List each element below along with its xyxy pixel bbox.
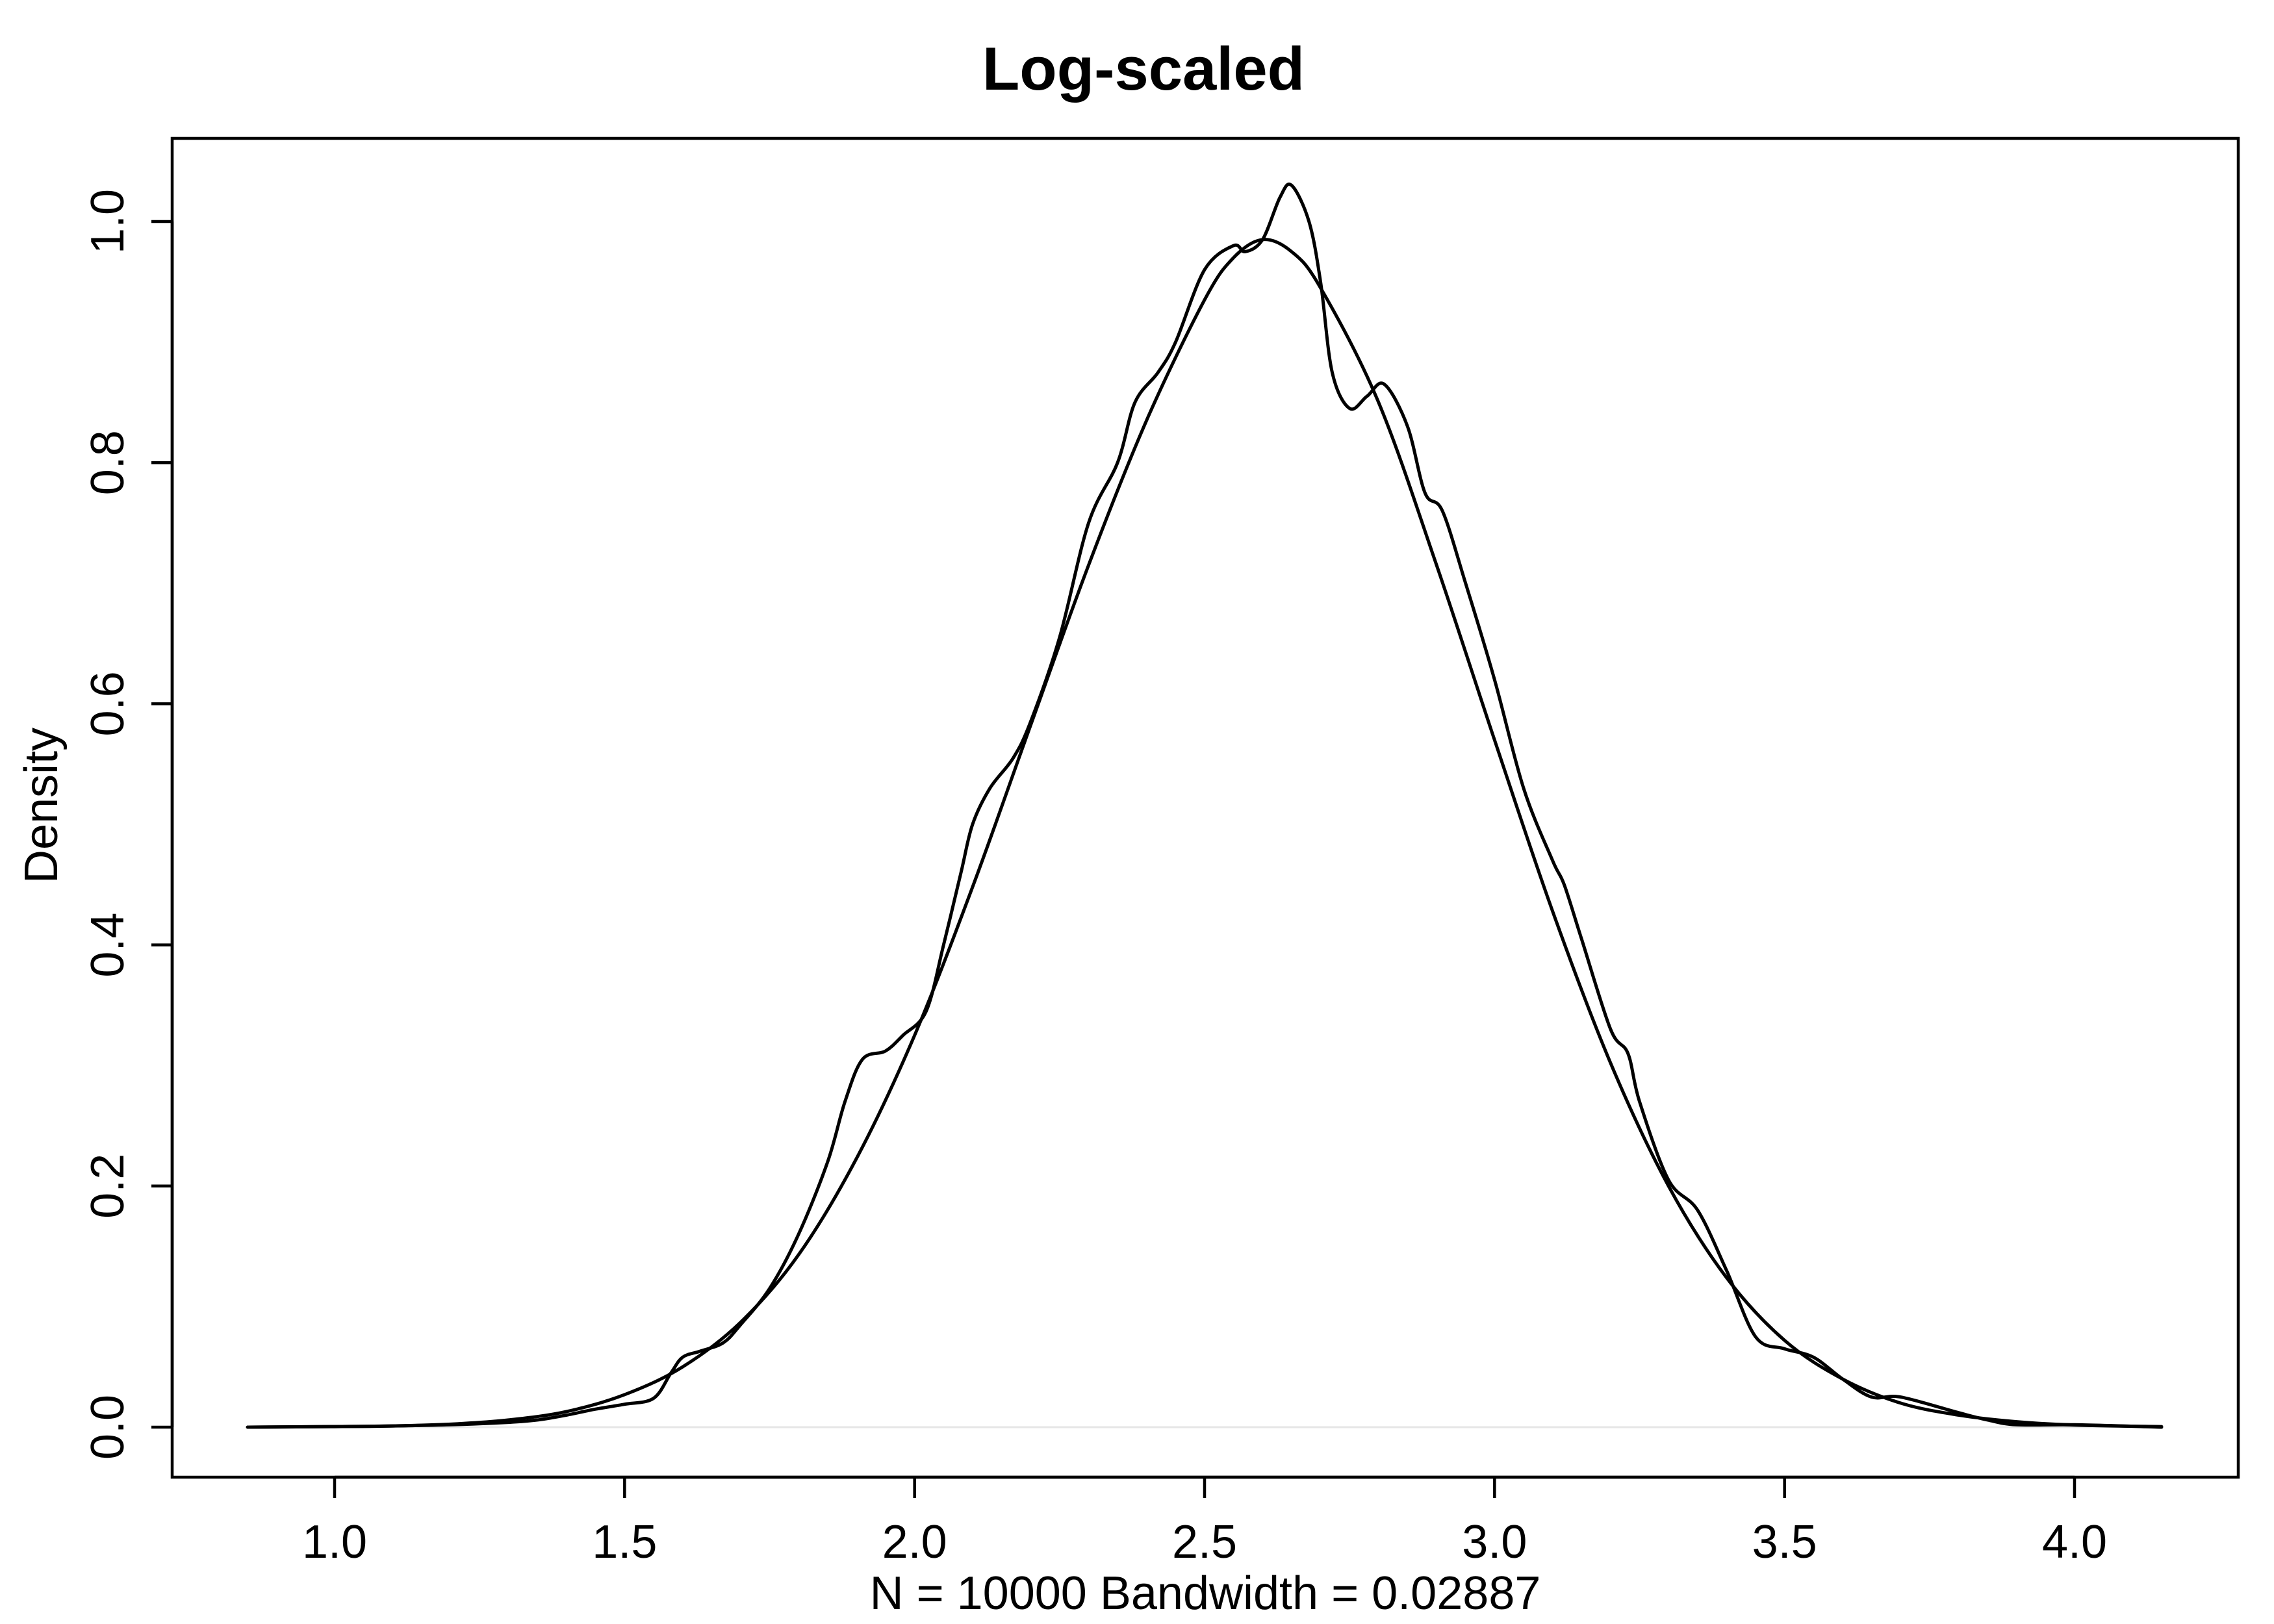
y-tick-label: 0.6 [82,671,134,736]
x-tick-label: 1.5 [592,1516,657,1568]
plot-area [246,183,2164,1429]
y-axis: 0.0 0.2 0.4 0.6 0.8 1.0 [82,189,174,1460]
y-tick-label: 0.4 [82,913,134,978]
x-tick-label: 2.5 [1172,1516,1237,1568]
y-tick-label: 0.8 [82,430,134,495]
x-tick-label: 3.0 [1462,1516,1527,1568]
y-tick-label: 0.0 [82,1395,134,1460]
x-tick-label: 2.0 [882,1516,947,1568]
chart-title: Log-scaled [982,34,1305,103]
x-tick-label: 3.5 [1752,1516,1817,1568]
x-tick-label: 1.0 [302,1516,367,1568]
y-axis-label: Density [16,728,68,883]
plot-frame [170,136,2240,1479]
y-tick-label: 1.0 [82,189,134,254]
x-axis-label: N = 10000 Bandwidth = 0.02887 [870,1567,1541,1619]
y-tick-label: 0.2 [82,1154,134,1219]
x-axis: 1.0 1.5 2.0 2.5 3.0 3.5 4.0 [302,1475,2107,1568]
x-tick-label: 4.0 [2042,1516,2107,1568]
normal-fit-curve [246,238,2164,1429]
kde-density-curve [246,183,2164,1429]
